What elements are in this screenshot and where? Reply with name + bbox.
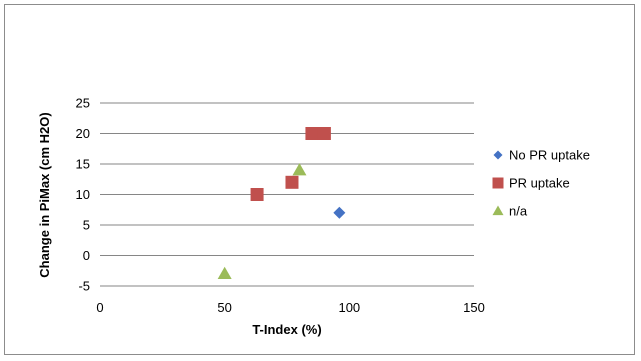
data-point-square <box>250 188 264 201</box>
data-point-triangle <box>217 266 232 280</box>
x-axis-title: T-Index (%) <box>252 322 321 337</box>
x-tick-label: 100 <box>338 300 360 315</box>
gridlines <box>100 102 474 287</box>
legend-marker <box>492 177 504 189</box>
data-point-diamond <box>333 206 346 219</box>
y-tick-label: 25 <box>76 96 90 111</box>
y-tick-label: 10 <box>76 187 90 202</box>
data-point-square <box>317 127 331 140</box>
data-points <box>217 127 346 280</box>
legend-label: No PR uptake <box>509 148 590 163</box>
data-point-square <box>285 175 299 189</box>
y-tick-labels: -5 0 5 10 15 20 25 <box>76 96 90 294</box>
y-axis-title: Change in PiMax (cm H2O) <box>37 112 52 277</box>
x-tick-labels: 0 50 100 150 <box>96 300 484 315</box>
legend-marker <box>492 205 504 216</box>
x-tick-label: 50 <box>217 300 231 315</box>
data-point-triangle <box>292 163 307 176</box>
x-tick-label: 150 <box>463 300 485 315</box>
x-tick-label: 0 <box>96 300 103 315</box>
y-tick-label: 0 <box>83 248 90 263</box>
legend-label: n/a <box>509 204 528 219</box>
y-tick-label: -5 <box>78 279 90 294</box>
y-tick-label: 5 <box>83 218 90 233</box>
y-tick-label: 20 <box>76 126 90 141</box>
chart-area <box>4 4 635 355</box>
y-tick-label: 15 <box>76 157 90 172</box>
legend-label: PR uptake <box>509 176 570 191</box>
legend: No PR uptake PR uptake n/a <box>492 148 590 219</box>
legend-marker <box>493 150 503 160</box>
data-point-square <box>305 127 319 140</box>
